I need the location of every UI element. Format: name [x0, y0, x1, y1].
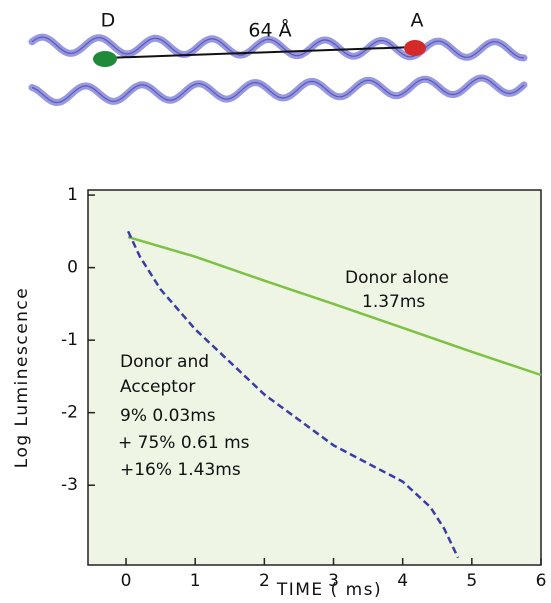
y-tick-label: -3: [61, 475, 78, 495]
y-tick-label: -2: [61, 403, 78, 423]
donor-site: [93, 51, 117, 67]
annotation: Donor and: [120, 352, 209, 372]
helix-edge: [31, 77, 525, 104]
x-tick-label: 1: [190, 571, 201, 591]
chart: 0 1 2 3 4 5 6 1 0 -1 -2 -3 TIME ( ms) Log Luminescenc…: [12, 185, 546, 600]
annotation: 9% 0.03ms: [120, 406, 216, 426]
annotation: 1.37ms: [362, 292, 425, 312]
x-tick-label: 3: [328, 571, 339, 591]
x-tick-label: 2: [259, 571, 270, 591]
annotation: Acceptor: [120, 377, 195, 397]
y-tick-label: 1: [67, 185, 78, 205]
distance-label: 64 Å: [248, 19, 291, 42]
x-axis-label: TIME ( ms): [276, 580, 382, 600]
annotation: Donor alone: [345, 268, 449, 288]
plot-area: [87, 189, 542, 566]
protein-illustration: [28, 33, 528, 107]
y-tick-label: -1: [61, 330, 78, 350]
x-tick-label: 6: [536, 571, 547, 591]
y-tick-label: 0: [67, 258, 78, 278]
series-line: [126, 230, 460, 559]
distance-line: [104, 46, 416, 59]
x-tick-label: 4: [397, 571, 408, 591]
x-tick-label: 0: [121, 571, 132, 591]
acceptor-site: [404, 40, 426, 56]
series-line: [127, 235, 542, 377]
annotation: + 75% 0.61 ms: [118, 433, 250, 453]
annotation: +16% 1.43ms: [120, 460, 241, 480]
acceptor-label: A: [411, 10, 424, 32]
y-axis-label: Log Luminescence: [12, 287, 32, 468]
donor-label: D: [101, 10, 116, 32]
x-tick-label: 5: [466, 571, 477, 591]
helix-edge: [31, 36, 525, 59]
